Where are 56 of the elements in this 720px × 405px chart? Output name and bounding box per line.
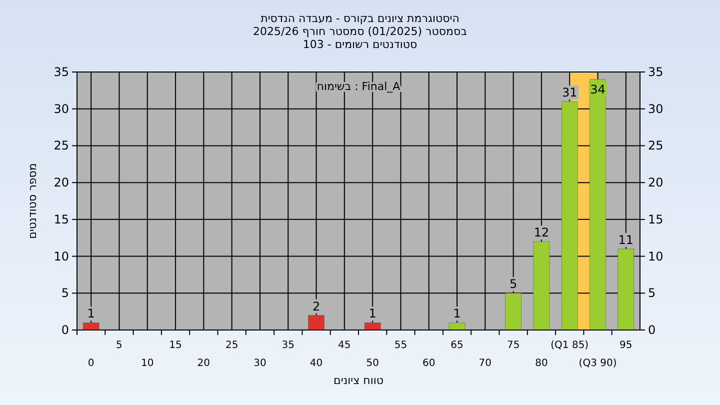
y2-tick-label: 0 <box>648 323 656 337</box>
data-label: 1 <box>453 306 461 321</box>
x-tick-label: 80 <box>535 358 548 369</box>
x-tick-label: 25 <box>225 340 238 351</box>
x-tick-label: 45 <box>338 340 351 351</box>
x-tick-label: 35 <box>282 340 294 351</box>
x-tick-label: 40 <box>310 358 323 369</box>
y-tick-label: 5 <box>61 286 69 300</box>
y2-tick-label: 10 <box>648 249 664 264</box>
bar <box>618 248 634 330</box>
data-label: 34 <box>590 82 606 96</box>
x-tick-label: 30 <box>254 358 266 369</box>
y2-tick-label: 25 <box>648 138 664 153</box>
chart-subtitle: בסמסטר (01/2025) סמסטר חורף 2025/26 סטודנטים רשומים - 103 <box>253 25 467 51</box>
chart-title: היסטוגרמת ציונים בקורס - מעבדה הנדסית <box>260 12 460 25</box>
y2-tick-label: 20 <box>648 176 664 190</box>
y-tick-label: 15 <box>54 212 69 226</box>
data-label: 12 <box>534 226 550 240</box>
bar <box>308 315 324 330</box>
y2-tick-label: 15 <box>648 212 664 226</box>
y-axis-title: מספר סטודנטים <box>26 163 39 239</box>
y-tick-label: 0 <box>61 323 69 337</box>
x-tick-label: (Q3 90) <box>578 358 617 369</box>
x-tick-label: (Q1 85) <box>550 340 589 351</box>
y-tick-label: 10 <box>54 249 69 264</box>
y2-tick-label: 30 <box>648 102 664 116</box>
x-tick-label: 65 <box>450 340 464 351</box>
x-tick-label: 0 <box>88 358 94 369</box>
bar <box>82 322 100 330</box>
x-tick-label: 95 <box>620 340 632 351</box>
data-label: 11 <box>618 232 634 247</box>
x-tick-label: 5 <box>116 340 122 351</box>
x-axis-title: טווח ציונים <box>334 374 384 387</box>
x-tick-label: 15 <box>169 340 182 351</box>
y-tick-label: 25 <box>54 138 69 153</box>
bar <box>448 322 466 330</box>
data-label: 5 <box>510 277 518 292</box>
bar <box>505 292 522 330</box>
x-tick-label: 10 <box>141 358 154 369</box>
y-tick-label: 20 <box>54 176 69 190</box>
y-tick-label: 30 <box>54 102 69 116</box>
bar <box>364 322 381 330</box>
x-tick-label: 60 <box>422 358 436 369</box>
x-tick-label: 55 <box>394 340 408 351</box>
y-tick-label: 35 <box>54 65 69 79</box>
data-label: 2 <box>312 299 320 314</box>
bar <box>533 241 550 330</box>
x-tick-label: 75 <box>506 340 520 351</box>
data-label: 31 <box>562 85 578 100</box>
x-tick-label: 20 <box>197 358 210 369</box>
data-label: 1 <box>368 306 376 321</box>
x-tick-label: 70 <box>478 358 492 369</box>
y2-tick-label: 5 <box>648 286 656 300</box>
data-label: 1 <box>87 306 95 321</box>
x-tick-label: 50 <box>366 358 379 369</box>
y2-tick-label: 35 <box>648 65 664 79</box>
